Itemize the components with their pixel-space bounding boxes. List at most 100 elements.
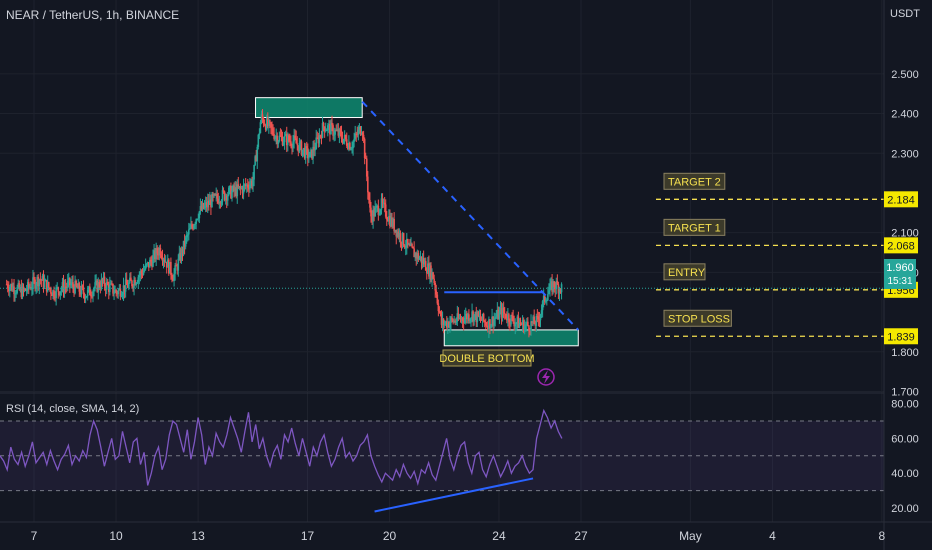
- candle-body: [380, 198, 383, 210]
- candle-body: [353, 138, 355, 142]
- candle-body: [59, 291, 62, 296]
- candle-body: [412, 246, 414, 249]
- zones-layer: [255, 97, 579, 347]
- candle-body: [240, 188, 243, 190]
- candle-body: [332, 125, 334, 136]
- candle-body: [285, 134, 288, 146]
- candle-body: [123, 285, 126, 292]
- candle-body: [508, 314, 510, 323]
- candle-body: [113, 292, 115, 294]
- candle-body: [275, 135, 278, 137]
- candle-body: [475, 311, 478, 323]
- candle-body: [57, 287, 60, 292]
- candle-body: [181, 249, 184, 254]
- candle-body: [150, 259, 152, 262]
- candle-body: [424, 261, 427, 271]
- candle-body: [182, 240, 185, 254]
- rsi-axis[interactable]: 80.00 60.00 40.00 20.00: [891, 399, 919, 515]
- candle-body: [422, 258, 425, 265]
- symbol-title[interactable]: NEAR / TetherUS, 1h, BINANCE: [6, 8, 179, 22]
- candle-body: [82, 287, 85, 294]
- candle-body: [340, 132, 343, 139]
- candle-body: [56, 287, 58, 289]
- candle-body: [293, 135, 295, 142]
- candle-body: [420, 256, 423, 264]
- candle-body: [210, 199, 212, 208]
- candle-body: [160, 255, 163, 258]
- candle-body: [180, 249, 183, 261]
- candle-body: [274, 136, 276, 139]
- candle-body: [298, 142, 301, 152]
- candle-body: [350, 149, 352, 151]
- candle-body: [7, 288, 10, 292]
- candle-body: [316, 137, 319, 139]
- candle-body: [77, 283, 80, 289]
- rsi-tick-label: 40.00: [891, 468, 919, 480]
- candle-body: [173, 273, 175, 282]
- candle-body: [454, 320, 457, 323]
- candle-body: [414, 253, 417, 258]
- candle-body: [155, 248, 157, 260]
- candle-body: [387, 219, 389, 222]
- candle-body: [318, 135, 321, 144]
- time-tick-label: 13: [191, 529, 205, 543]
- candle-body: [116, 292, 119, 295]
- candle-body: [78, 283, 81, 292]
- candle-body: [392, 218, 394, 227]
- lightning-icon[interactable]: [537, 368, 555, 386]
- level-price-value: 1.839: [887, 331, 915, 343]
- time-tick-label: 20: [383, 529, 397, 543]
- rsi-divergence-line[interactable]: [374, 477, 534, 513]
- candle-body: [303, 148, 306, 159]
- candle-body: [163, 259, 166, 262]
- candle-body: [86, 289, 89, 297]
- candle-body: [482, 313, 485, 321]
- candle-body: [490, 324, 492, 329]
- candle-body: [308, 156, 310, 159]
- candle-body: [550, 281, 552, 284]
- horizontal-gridlines: [0, 73, 884, 392]
- candle-body: [166, 259, 169, 268]
- candle-body: [130, 277, 132, 281]
- candle-body: [32, 277, 34, 288]
- candle-body: [16, 286, 18, 294]
- candle-body: [384, 204, 387, 217]
- candle-body: [18, 283, 21, 290]
- candle-body: [471, 311, 473, 319]
- candle-body: [5, 284, 8, 286]
- candle-body: [524, 324, 527, 326]
- candle-body: [203, 205, 206, 209]
- candle-body: [536, 316, 539, 318]
- candle-body: [39, 279, 42, 281]
- candle-body: [555, 280, 558, 290]
- candle-body: [497, 309, 500, 320]
- candle-body: [110, 283, 112, 285]
- candle-body: [549, 283, 551, 291]
- candle-body: [432, 272, 434, 279]
- candle-body: [506, 318, 508, 321]
- candle-body: [321, 122, 324, 138]
- candle-body: [194, 223, 196, 226]
- candle-body: [230, 185, 232, 199]
- candle-body: [218, 202, 221, 204]
- candle-body: [469, 319, 471, 321]
- candle-body: [479, 316, 482, 320]
- level-label-box: [663, 263, 706, 281]
- candle-body: [35, 285, 37, 289]
- candle-body: [221, 190, 224, 202]
- candle-body: [363, 138, 366, 158]
- time-axis[interactable]: 7 10 13 17 20 24 27 May 4 8: [31, 529, 886, 543]
- candle-body: [98, 282, 101, 288]
- candle-body: [117, 289, 120, 295]
- candle-body: [337, 129, 340, 136]
- candle-body: [106, 282, 109, 285]
- candle-body: [411, 244, 413, 247]
- candle-body: [71, 282, 73, 285]
- candle-body: [65, 286, 68, 288]
- candle-body: [126, 284, 129, 288]
- candle-body: [229, 185, 231, 188]
- candle-body: [185, 235, 188, 238]
- candle-body: [557, 284, 560, 294]
